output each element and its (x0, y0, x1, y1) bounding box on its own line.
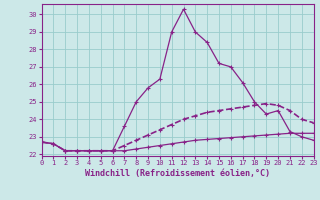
X-axis label: Windchill (Refroidissement éolien,°C): Windchill (Refroidissement éolien,°C) (85, 169, 270, 178)
